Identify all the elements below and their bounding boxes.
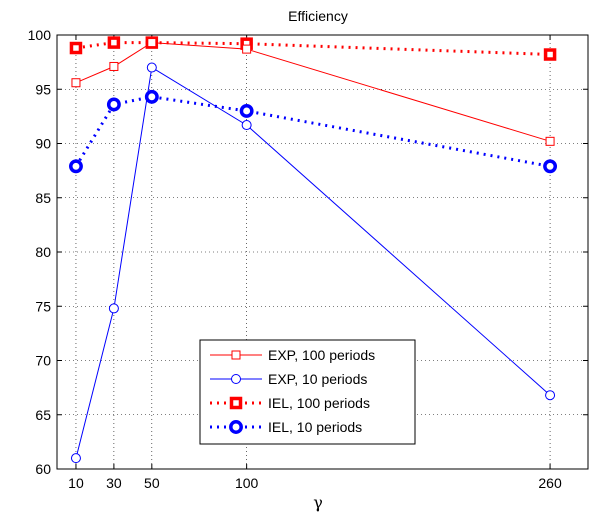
x-tick-label: 100 — [235, 475, 259, 491]
data-point-square — [242, 44, 252, 54]
data-point-circle-bold — [229, 420, 243, 434]
legend-entry: IEL, 10 periods — [210, 419, 362, 435]
data-point-square-bold — [229, 396, 243, 410]
series-line — [74, 95, 551, 168]
data-point-circle — [545, 390, 556, 401]
legend-label: IEL, 100 periods — [268, 395, 370, 411]
series-lines — [69, 36, 558, 464]
y-tick-label: 60 — [35, 461, 51, 477]
x-tick-label: 30 — [106, 475, 122, 491]
legend-entry: EXP, 10 periods — [210, 371, 367, 387]
y-tick-label: 80 — [35, 244, 51, 260]
data-point-circle — [146, 62, 157, 73]
x-tick-label: 260 — [538, 475, 562, 491]
x-axis-label: γ — [313, 493, 323, 512]
y-tick-label: 85 — [35, 190, 51, 206]
data-point-circle-bold — [69, 159, 83, 174]
y-tick-label: 75 — [35, 298, 51, 314]
data-point-circle-bold — [144, 89, 159, 104]
data-point-square — [231, 350, 241, 360]
x-tick-label: 10 — [68, 475, 84, 491]
series-exp-100-periods — [71, 38, 555, 146]
legend-entry: EXP, 100 periods — [210, 347, 375, 363]
data-point-circle-bold — [106, 97, 121, 112]
data-point-circle-bold — [543, 159, 558, 174]
data-point-square-bold — [543, 48, 557, 61]
y-tick-label: 90 — [35, 136, 51, 152]
data-point-circle — [70, 453, 81, 464]
data-point-square-bold — [107, 36, 121, 49]
legend-entry: IEL, 100 periods — [210, 395, 370, 411]
y-tick-label: 95 — [35, 81, 51, 97]
data-point-square — [109, 61, 119, 71]
legend-label: IEL, 10 periods — [268, 419, 362, 435]
data-point-square-bold — [69, 41, 83, 55]
series-iel-10-periods — [69, 89, 558, 174]
series-exp-10-periods — [70, 62, 556, 464]
data-point-circle — [231, 374, 241, 384]
legend-label: EXP, 100 periods — [268, 347, 375, 363]
data-point-square — [71, 78, 81, 88]
legend-label: EXP, 10 periods — [268, 371, 367, 387]
y-tick-label: 70 — [35, 353, 51, 369]
y-tick-label: 65 — [35, 407, 51, 423]
x-tick-label: 50 — [144, 475, 160, 491]
y-tick-label: 100 — [28, 27, 52, 43]
data-point-circle — [241, 120, 252, 131]
data-point-circle — [108, 303, 119, 314]
data-point-circle-bold — [239, 104, 254, 118]
data-point-square — [147, 38, 157, 48]
axis-ticks: 60 65 70 75 80 85 90 95 100 10 30 50 100 260 — [28, 27, 588, 491]
chart-title: Efficiency — [288, 8, 348, 24]
chart-legend: EXP, 100 periods EXP, 10 periods IEL, 100 … — [199, 339, 416, 445]
data-point-square — [545, 136, 555, 146]
